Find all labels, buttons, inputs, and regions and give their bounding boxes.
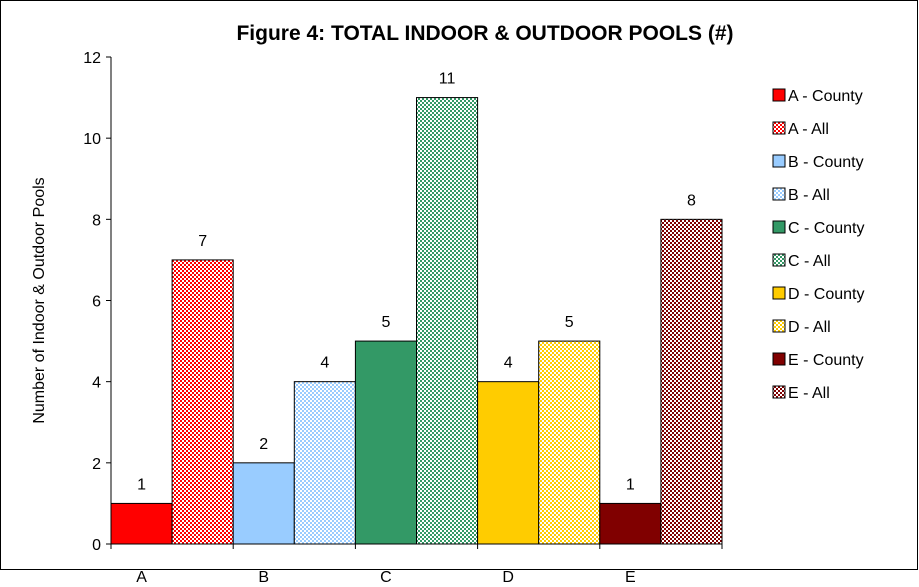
data-label-c-county: 5: [381, 314, 390, 331]
legend-label-e-all: E - All: [788, 385, 830, 402]
legend-swatch-d-all: [772, 319, 786, 333]
y-axis-label: Number of Indoor & Outdoor Pools: [31, 177, 48, 423]
legend-swatch-a-all: [772, 121, 786, 135]
y-tick-label: 6: [92, 294, 101, 311]
data-label-b-county: 2: [259, 436, 268, 453]
legend-swatch-e-all: [772, 385, 786, 399]
data-label-c-all: 11: [439, 71, 456, 88]
bar-e-county: [599, 502, 662, 545]
legend-swatch-d-county: [772, 286, 786, 300]
x-tick-label: A: [136, 569, 147, 586]
legend: A - County A - All B - County B - All C - Co…: [772, 88, 864, 402]
data-label-e-county: 1: [626, 476, 635, 493]
legend-swatch-c-all: [772, 253, 786, 267]
data-label-a-all: 7: [198, 233, 207, 250]
y-tick-label: 10: [83, 131, 101, 148]
x-tick-label: C: [380, 569, 392, 586]
bar-a-county: [110, 502, 173, 545]
y-tick-label: 12: [83, 50, 101, 67]
bar-d-all: [538, 340, 601, 545]
bar-e-all: [660, 218, 723, 545]
y-tick-label: 4: [92, 375, 101, 392]
legend-swatch-e-county: [772, 352, 786, 366]
plot-area: 0 2 4 6 8 10 12 A B C D E 1 7 2 4 5 11 4 5 1 8: [83, 50, 723, 586]
legend-label-a-county: A - County: [788, 88, 863, 105]
bar-c-county: [354, 340, 417, 545]
data-label-d-all: 5: [565, 314, 574, 331]
y-tick-label: 0: [92, 537, 101, 554]
legend-label-c-county: C - County: [788, 220, 864, 237]
x-tick-label: E: [625, 569, 636, 586]
legend-label-c-all: C - All: [788, 253, 831, 270]
legend-swatch-a-county: [772, 88, 786, 102]
y-tick-label: 2: [92, 456, 101, 473]
legend-label-d-all: D - All: [788, 319, 831, 336]
data-label-b-all: 4: [320, 355, 329, 372]
legend-swatch-b-all: [772, 187, 786, 201]
bar-b-county: [232, 462, 295, 545]
legend-label-d-county: D - County: [788, 286, 864, 303]
data-label-d-county: 4: [504, 355, 513, 372]
y-tick-label: 8: [92, 212, 101, 229]
legend-swatch-b-county: [772, 154, 786, 168]
bar-a-all: [171, 259, 234, 545]
legend-label-b-county: B - County: [788, 154, 864, 171]
chart-title: Figure 4: TOTAL INDOOR & OUTDOOR POOLS (…: [236, 22, 733, 45]
bar-d-county: [477, 381, 540, 545]
legend-label-a-all: A - All: [788, 121, 829, 138]
x-tick-label: D: [502, 569, 514, 586]
bar-b-all: [293, 381, 356, 545]
bar-c-all: [416, 97, 479, 545]
data-label-e-all: 8: [687, 192, 696, 209]
legend-label-b-all: B - All: [788, 187, 830, 204]
legend-label-e-county: E - County: [788, 352, 864, 369]
data-label-a-county: 1: [137, 476, 146, 493]
x-tick-label: B: [258, 569, 269, 586]
legend-swatch-c-county: [772, 220, 786, 234]
